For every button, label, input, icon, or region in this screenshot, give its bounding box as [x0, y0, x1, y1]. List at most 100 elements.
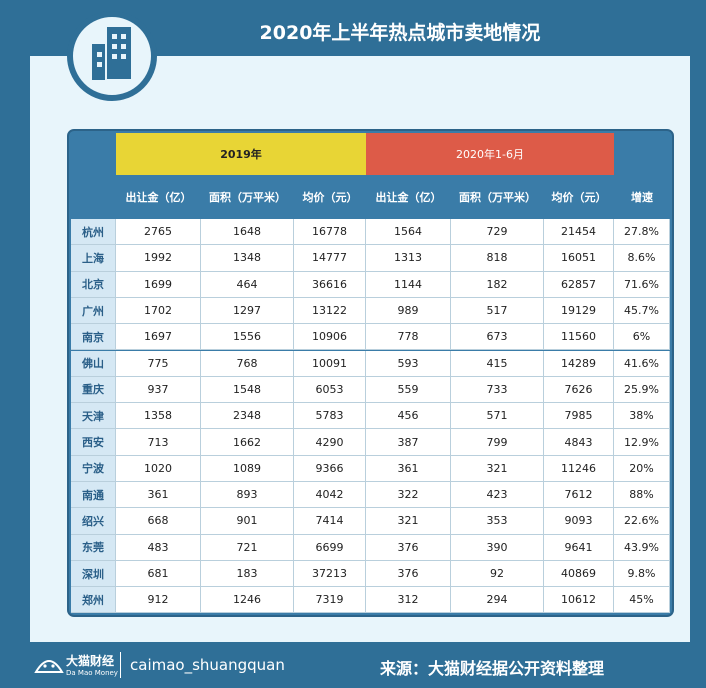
data-cell: 16051 [544, 245, 614, 272]
data-cell: 7985 [544, 403, 614, 430]
data-cell: 4042 [294, 482, 366, 509]
column-header: 面积（万平米） [209, 191, 286, 204]
data-cell: 38% [614, 403, 670, 430]
city-cell: 北京 [71, 271, 116, 298]
data-cell: 9.8% [614, 560, 670, 588]
data-cell: 1089 [201, 455, 294, 482]
city-cell: 天津 [71, 403, 116, 430]
footer: 大猫财经 Da Mao Money caimao_shuangquan 来源：大… [0, 642, 706, 688]
data-cell: 818 [451, 245, 544, 272]
logo-sub: Da Mao Money [66, 669, 118, 677]
data-cell: 483 [116, 534, 201, 561]
data-cell: 361 [116, 482, 201, 509]
data-cell: 20% [614, 455, 670, 482]
data-cell: 92 [451, 560, 544, 588]
data-cell: 8.6% [614, 245, 670, 272]
city-cell: 宁波 [71, 455, 116, 482]
data-cell: 182 [451, 271, 544, 298]
data-cell: 1699 [116, 271, 201, 298]
data-cell: 11560 [544, 324, 614, 351]
city-cell: 郑州 [71, 587, 116, 614]
city-cell: 杭州 [71, 219, 116, 246]
data-cell: 321 [366, 508, 451, 535]
city-cell: 绍兴 [71, 508, 116, 535]
data-cell: 2765 [116, 219, 201, 246]
data-cell: 1564 [366, 219, 451, 246]
data-cell: 768 [201, 350, 294, 377]
data-cell: 4843 [544, 429, 614, 456]
data-cell: 1648 [201, 219, 294, 246]
data-cell: 681 [116, 560, 201, 588]
data-cell: 183 [201, 560, 294, 588]
city-cell: 佛山 [71, 350, 116, 377]
data-cell: 22.6% [614, 508, 670, 535]
data-cell: 1246 [201, 587, 294, 614]
data-cell: 1992 [116, 245, 201, 272]
data-cell: 12.9% [614, 429, 670, 456]
data-cell: 775 [116, 350, 201, 377]
column-header: 出让金（亿） [375, 191, 442, 204]
data-cell: 912 [116, 587, 201, 614]
column-header: 面积（万平米） [459, 191, 536, 204]
data-cell: 729 [451, 219, 544, 246]
handle: caimao_shuangquan [130, 656, 285, 674]
data-cell: 423 [451, 482, 544, 509]
divider [120, 652, 121, 678]
data-cell: 37213 [294, 560, 366, 588]
data-cell: 1358 [116, 403, 201, 430]
data-cell: 901 [201, 508, 294, 535]
data-cell: 989 [366, 297, 451, 325]
data-cell: 9641 [544, 534, 614, 561]
city-cell: 上海 [71, 245, 116, 272]
title: 2020年上半年热点城市卖地情况 [259, 22, 541, 44]
data-cell: 2348 [201, 403, 294, 430]
data-cell: 1702 [116, 297, 201, 325]
column-header: 出让金（亿） [125, 191, 192, 204]
logo-text: 大猫财经 [66, 654, 115, 668]
data-cell: 25.9% [614, 376, 670, 404]
data-cell: 1297 [201, 297, 294, 325]
column-header: 均价（元） [551, 191, 607, 204]
data-cell: 893 [201, 482, 294, 509]
data-cell: 7626 [544, 376, 614, 404]
data-cell: 673 [451, 324, 544, 351]
data-cell: 19129 [544, 297, 614, 325]
data-cell: 45.7% [614, 297, 670, 325]
data-cell: 1020 [116, 455, 201, 482]
data-cell: 1313 [366, 245, 451, 272]
data-cell: 7319 [294, 587, 366, 614]
logo-icon [34, 660, 64, 673]
city-cell: 南通 [71, 482, 116, 509]
data-cell: 571 [451, 403, 544, 430]
data-cell: 778 [366, 324, 451, 351]
data-cell: 9366 [294, 455, 366, 482]
city-cell: 深圳 [71, 560, 116, 588]
data-cell: 7414 [294, 508, 366, 535]
data-cell: 10612 [544, 587, 614, 614]
data-cell: 294 [451, 587, 544, 614]
data-cell: 321 [451, 455, 544, 482]
data-cell: 353 [451, 508, 544, 535]
data-cell: 668 [116, 508, 201, 535]
data-cell: 10906 [294, 324, 366, 351]
data-cell: 1548 [201, 376, 294, 404]
data-cell: 456 [366, 403, 451, 430]
data-cell: 387 [366, 429, 451, 456]
data-cell: 6699 [294, 534, 366, 561]
city-cell: 西安 [71, 429, 116, 456]
data-cell: 1556 [201, 324, 294, 351]
data-cell: 27.8% [614, 219, 670, 246]
data-cell: 9093 [544, 508, 614, 535]
data-cell: 376 [366, 534, 451, 561]
data-cell: 14289 [544, 350, 614, 377]
data-cell: 6% [614, 324, 670, 351]
data-cell: 10091 [294, 350, 366, 377]
data-cell: 937 [116, 376, 201, 404]
data-cell: 45% [614, 587, 670, 614]
column-header: 均价（元） [302, 191, 358, 204]
data-cell: 1662 [201, 429, 294, 456]
data-cell: 4290 [294, 429, 366, 456]
data-cell: 11246 [544, 455, 614, 482]
data-cell: 799 [451, 429, 544, 456]
